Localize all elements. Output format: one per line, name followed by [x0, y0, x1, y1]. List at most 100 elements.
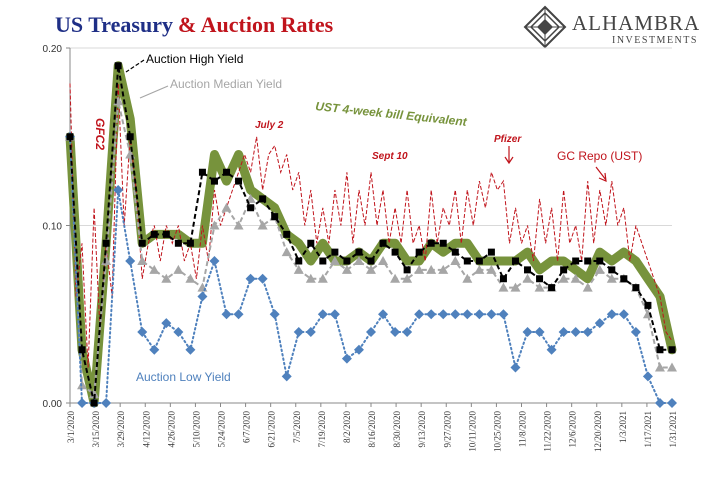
- series-point: [427, 239, 435, 247]
- series-point: [150, 230, 158, 238]
- series-point: [560, 266, 568, 274]
- x-tick-label: 9/27/2020: [442, 411, 452, 448]
- series-point: [209, 256, 220, 266]
- series-auction-low-yield: [65, 131, 677, 408]
- series-point: [329, 256, 340, 265]
- series-point: [305, 273, 316, 283]
- series-point: [353, 344, 364, 355]
- series-point: [511, 257, 519, 265]
- series-point: [668, 346, 676, 354]
- series-point: [608, 266, 616, 274]
- series-point: [281, 247, 292, 257]
- series-point: [462, 273, 473, 283]
- title-part1: US Treasury: [55, 12, 173, 37]
- x-tick-label: 11/22/2020: [543, 411, 553, 452]
- series-point: [247, 204, 255, 212]
- x-tick-label: 3/1/2020: [66, 411, 76, 444]
- series-point: [233, 309, 244, 320]
- series-point: [173, 264, 184, 274]
- grid: [70, 47, 672, 226]
- series-auction-median-yield: [65, 96, 677, 399]
- series-point: [378, 309, 389, 320]
- series-point: [293, 327, 304, 337]
- series-point: [197, 291, 208, 302]
- series-point: [366, 327, 376, 337]
- series-point: [546, 344, 557, 355]
- series-point: [221, 202, 232, 212]
- annotation-july2: July 2: [255, 120, 284, 131]
- series-point: [572, 257, 580, 265]
- series-point: [269, 309, 280, 320]
- series-point: [307, 239, 315, 247]
- series-point: [630, 327, 641, 337]
- series-point: [474, 264, 485, 274]
- annotation-auction-high-yield: Auction High Yield: [146, 52, 243, 66]
- x-tick-label: 10/25/2020: [492, 411, 502, 453]
- series-point: [570, 273, 581, 283]
- annotation-ust-4week-bill: UST 4-week bill Equivalent: [315, 99, 469, 129]
- x-tick-label: 10/11/2020: [467, 411, 477, 452]
- x-tick-label: 5/10/2020: [191, 411, 201, 448]
- series-point: [450, 309, 461, 320]
- series-point: [390, 327, 401, 337]
- series-point: [305, 327, 316, 337]
- title-part2: & Auction Rates: [178, 12, 334, 37]
- series-point: [257, 220, 268, 230]
- series-point: [101, 256, 112, 265]
- series-point: [329, 309, 340, 320]
- series-point: [149, 264, 160, 274]
- series-point: [341, 264, 352, 274]
- series-layer: [65, 61, 677, 408]
- series-point: [584, 257, 592, 265]
- x-tick-label: 5/24/2020: [217, 411, 227, 448]
- series-point: [510, 282, 521, 292]
- series-point: [137, 256, 148, 265]
- series-point: [486, 309, 497, 320]
- series-point: [654, 362, 665, 372]
- x-tick-label: 6/7/2020: [242, 411, 252, 444]
- series-point: [114, 62, 122, 70]
- series-point: [667, 362, 677, 372]
- annotation-auction-low-yield: Auction Low Yield: [136, 370, 231, 384]
- series-point: [233, 220, 244, 230]
- x-tick-label: 4/26/2020: [166, 411, 176, 448]
- series-point: [245, 273, 256, 284]
- pfizer-arrow-icon: [504, 146, 514, 165]
- series-point: [522, 273, 533, 283]
- series-point: [426, 264, 437, 274]
- series-point: [451, 248, 459, 256]
- x-tick-label: 1/3/2021: [618, 411, 628, 443]
- series-point: [186, 239, 194, 247]
- series-point: [162, 230, 170, 238]
- series-point: [78, 346, 86, 354]
- series-point: [341, 353, 352, 364]
- annotations: Auction High Yield Auction Median Yield …: [93, 52, 642, 384]
- series-point: [463, 257, 471, 265]
- series-point: [221, 309, 232, 320]
- series-point: [498, 309, 509, 320]
- series-point: [235, 177, 243, 185]
- y-axis: 0.00 0.10 0.20: [43, 44, 71, 410]
- series-point: [620, 275, 628, 283]
- series-point: [102, 239, 110, 247]
- series-point: [66, 133, 74, 141]
- series-point: [486, 264, 497, 274]
- series-point: [101, 398, 112, 408]
- auction-median-yield-leader: [139, 85, 169, 99]
- series-point: [185, 344, 196, 355]
- series-point: [415, 248, 423, 256]
- series-point: [283, 230, 291, 238]
- series-point: [331, 248, 339, 256]
- logo-tagline: INVESTMENTS: [612, 35, 698, 46]
- series-point: [426, 309, 437, 320]
- series-point: [126, 133, 134, 141]
- series-point: [438, 264, 449, 274]
- x-axis: 3/1/2020 3/15/2020 3/29/2020 4/12/2020 4/26/…: [66, 402, 678, 453]
- x-tick-label: 1/31/2021: [668, 411, 678, 448]
- series-point: [77, 398, 88, 408]
- series-point: [558, 273, 569, 283]
- series-point: [510, 362, 521, 373]
- series-point: [271, 213, 279, 221]
- annotation-auction-median-yield: Auction Median Yield: [170, 77, 282, 91]
- logo: ALHAMBRA INVESTMENTS: [523, 5, 699, 49]
